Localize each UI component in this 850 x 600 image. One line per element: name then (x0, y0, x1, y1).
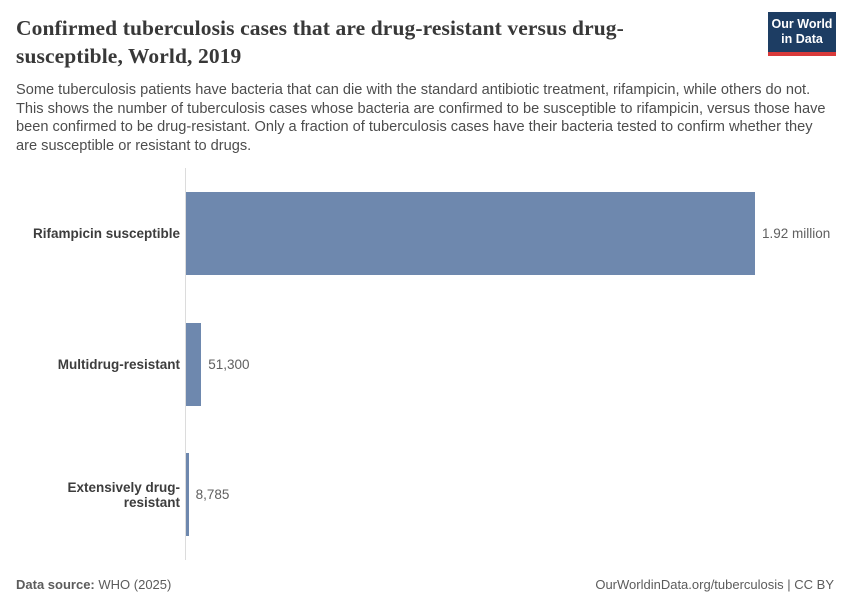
bar-row-extensively-drug-resistant: Extensively drug-resistant 8,785 (16, 429, 834, 560)
bar-rifampicin-susceptible[interactable] (186, 191, 755, 275)
data-source-value[interactable]: WHO (2025) (98, 577, 172, 593)
bar-multidrug-resistant[interactable] (186, 322, 202, 406)
data-source-label: Data source: (16, 577, 95, 593)
chart-header: Confirmed tuberculosis cases that are dr… (16, 0, 836, 155)
category-label: Extensively drug-resistant (67, 479, 180, 510)
value-label: 8,785 (195, 487, 230, 503)
value-label: 51,300 (208, 356, 250, 372)
bar-track: 8,785 (186, 453, 834, 537)
bar-track: 51,300 (186, 322, 834, 406)
bar-extensively-drug-resistant[interactable] (186, 453, 189, 537)
bar-track: 1.92 million (186, 191, 834, 275)
chart-title: Confirmed tuberculosis cases that are dr… (16, 16, 624, 68)
owid-logo-line2: in Data (781, 32, 823, 47)
data-source: Data source: WHO (2025) (16, 577, 171, 592)
bar-row-rifampicin-susceptible: Rifampicin susceptible 1.92 million (16, 168, 834, 299)
chart-subtitle: Some tuberculosis patients have bacteria… (16, 82, 826, 154)
chart-footer: Data source: WHO (2025) OurWorldinData.o… (16, 577, 834, 592)
y-axis-line (185, 168, 186, 561)
bar-row-multidrug-resistant: Multidrug-resistant 51,300 (16, 299, 834, 430)
category-label: Rifampicin susceptible (32, 225, 180, 241)
bar-chart: Rifampicin susceptible 1.92 million Mult… (16, 168, 834, 561)
value-label: 1.92 million (762, 225, 831, 241)
credit-link[interactable]: OurWorldinData.org/tuberculosis | CC BY (595, 577, 834, 593)
category-label: Multidrug-resistant (57, 356, 180, 372)
owid-logo-line1: Our World (771, 17, 833, 31)
owid-logo[interactable]: Our World in Data (768, 12, 836, 56)
